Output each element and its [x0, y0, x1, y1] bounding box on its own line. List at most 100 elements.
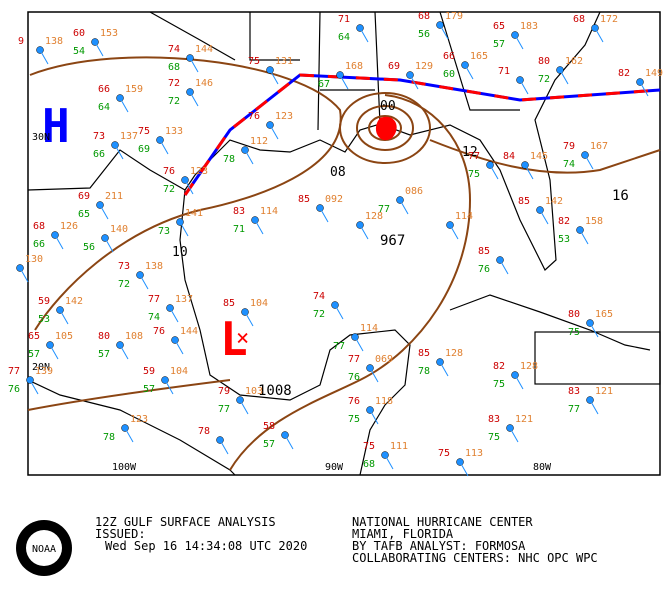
wind-barb [464, 64, 474, 80]
station-pressure: 165 [470, 51, 488, 62]
station-temp: 9 [18, 36, 24, 47]
wind-barb [189, 91, 199, 107]
wind-barb [559, 69, 569, 85]
station-pressure: 121 [515, 414, 533, 425]
station-temp: 58 [263, 421, 275, 432]
station-temp: 72 [168, 78, 180, 89]
station-dewpoint: 57 [493, 39, 505, 50]
stationary-front [183, 73, 661, 196]
station-temp: 59 [143, 366, 155, 377]
isobar-label: 967 [380, 233, 405, 249]
coastlines [27, 11, 661, 476]
wind-barb [499, 259, 509, 275]
wind-barb [139, 274, 149, 290]
low-center: × [236, 326, 249, 351]
station-temp: 85 [223, 298, 235, 309]
location: MIAMI, FLORIDA [352, 527, 454, 541]
station-dewpoint: 77 [218, 404, 230, 415]
center: NATIONAL HURRICANE CENTER [352, 515, 533, 529]
station-pressure: 069 [375, 354, 393, 365]
station-pressure: 123 [130, 414, 148, 425]
lon-label: 80W [533, 462, 552, 473]
station-temp: 75 [438, 448, 450, 459]
wind-barb [489, 164, 499, 180]
station-pressure: 141 [185, 208, 203, 219]
station-dewpoint: 75 [468, 169, 480, 180]
wind-barb [174, 339, 184, 355]
station-dewpoint: 64 [338, 32, 350, 43]
wind-barb [99, 204, 109, 220]
station-pressure: 162 [565, 56, 583, 67]
station-pressure: 131 [275, 56, 293, 67]
station-dewpoint: 77 [378, 204, 390, 215]
wind-barb [449, 224, 459, 240]
station-temp: 68 [418, 11, 430, 22]
station-dewpoint: 72 [313, 309, 325, 320]
station-pressure: 142 [65, 296, 83, 307]
station-temp: 82 [618, 68, 630, 79]
wind-barb [514, 374, 524, 390]
station-pressure: 146 [195, 78, 213, 89]
isobar-label: 1008 [258, 383, 292, 399]
wind-barb [334, 304, 344, 320]
station-dewpoint: 73 [158, 226, 170, 237]
station-dewpoint: 66 [33, 239, 45, 250]
station-dewpoint: 54 [73, 46, 85, 57]
station-temp: 73 [118, 261, 130, 272]
wind-barb [284, 434, 294, 450]
station-temp: 76 [348, 396, 360, 407]
station-pressure: 137 [175, 294, 193, 305]
wind-barb [514, 34, 524, 50]
station-pressure: 111 [390, 441, 408, 452]
station-pressure: 145 [530, 151, 548, 162]
wind-barb [184, 179, 194, 195]
wind-barb [589, 322, 599, 338]
wind-barb [354, 336, 364, 352]
station-pressure: 158 [585, 216, 603, 227]
station-dewpoint: 76 [348, 372, 360, 383]
station-temp: 75 [363, 441, 375, 452]
station-temp: 78 [198, 426, 210, 437]
wind-barb [94, 41, 104, 57]
station-dewpoint: 69 [138, 144, 150, 155]
station-dewpoint: 60 [443, 69, 455, 80]
station-temp: 73 [93, 131, 105, 142]
station-dewpoint: 78 [103, 432, 115, 443]
wind-barb [159, 139, 169, 155]
wind-barb [509, 427, 519, 443]
station-temp: 60 [73, 28, 85, 39]
station-pressure: 172 [600, 14, 618, 25]
wind-barb [254, 219, 264, 235]
station-pressure: 128 [445, 348, 463, 359]
wind-barb [244, 149, 254, 165]
station-pressure: 159 [125, 84, 143, 95]
station-pressure: 086 [405, 186, 423, 197]
isobar-label: 08 [330, 165, 346, 180]
hurricane-symbol [375, 116, 397, 141]
station-dewpoint: 75 [568, 327, 580, 338]
wind-barb [439, 24, 449, 40]
station-pressure: 168 [345, 61, 363, 72]
station-temp: 76 [248, 111, 260, 122]
lon-label: 90W [325, 462, 344, 473]
wind-barb [59, 309, 69, 325]
station-dewpoint: 72 [168, 96, 180, 107]
station-temp: 69 [78, 191, 90, 202]
wind-barb [244, 311, 254, 327]
station-temp: 85 [518, 196, 530, 207]
station-dewpoint: 57 [263, 439, 275, 450]
station-pressure: 183 [520, 21, 538, 32]
station-pressure: 167 [590, 141, 608, 152]
station-temp: 59 [38, 296, 50, 307]
station-pressure: 128 [520, 361, 538, 372]
station-temp: 69 [388, 61, 400, 72]
station-temp: 83 [233, 206, 245, 217]
wind-barb [39, 49, 49, 65]
station-temp: 65 [28, 331, 40, 342]
station-temp: 80 [538, 56, 550, 67]
station-temp: 84 [503, 151, 515, 162]
station-pressure: 105 [55, 331, 73, 342]
station-temp: 68 [573, 14, 585, 25]
wind-barb [359, 27, 369, 43]
